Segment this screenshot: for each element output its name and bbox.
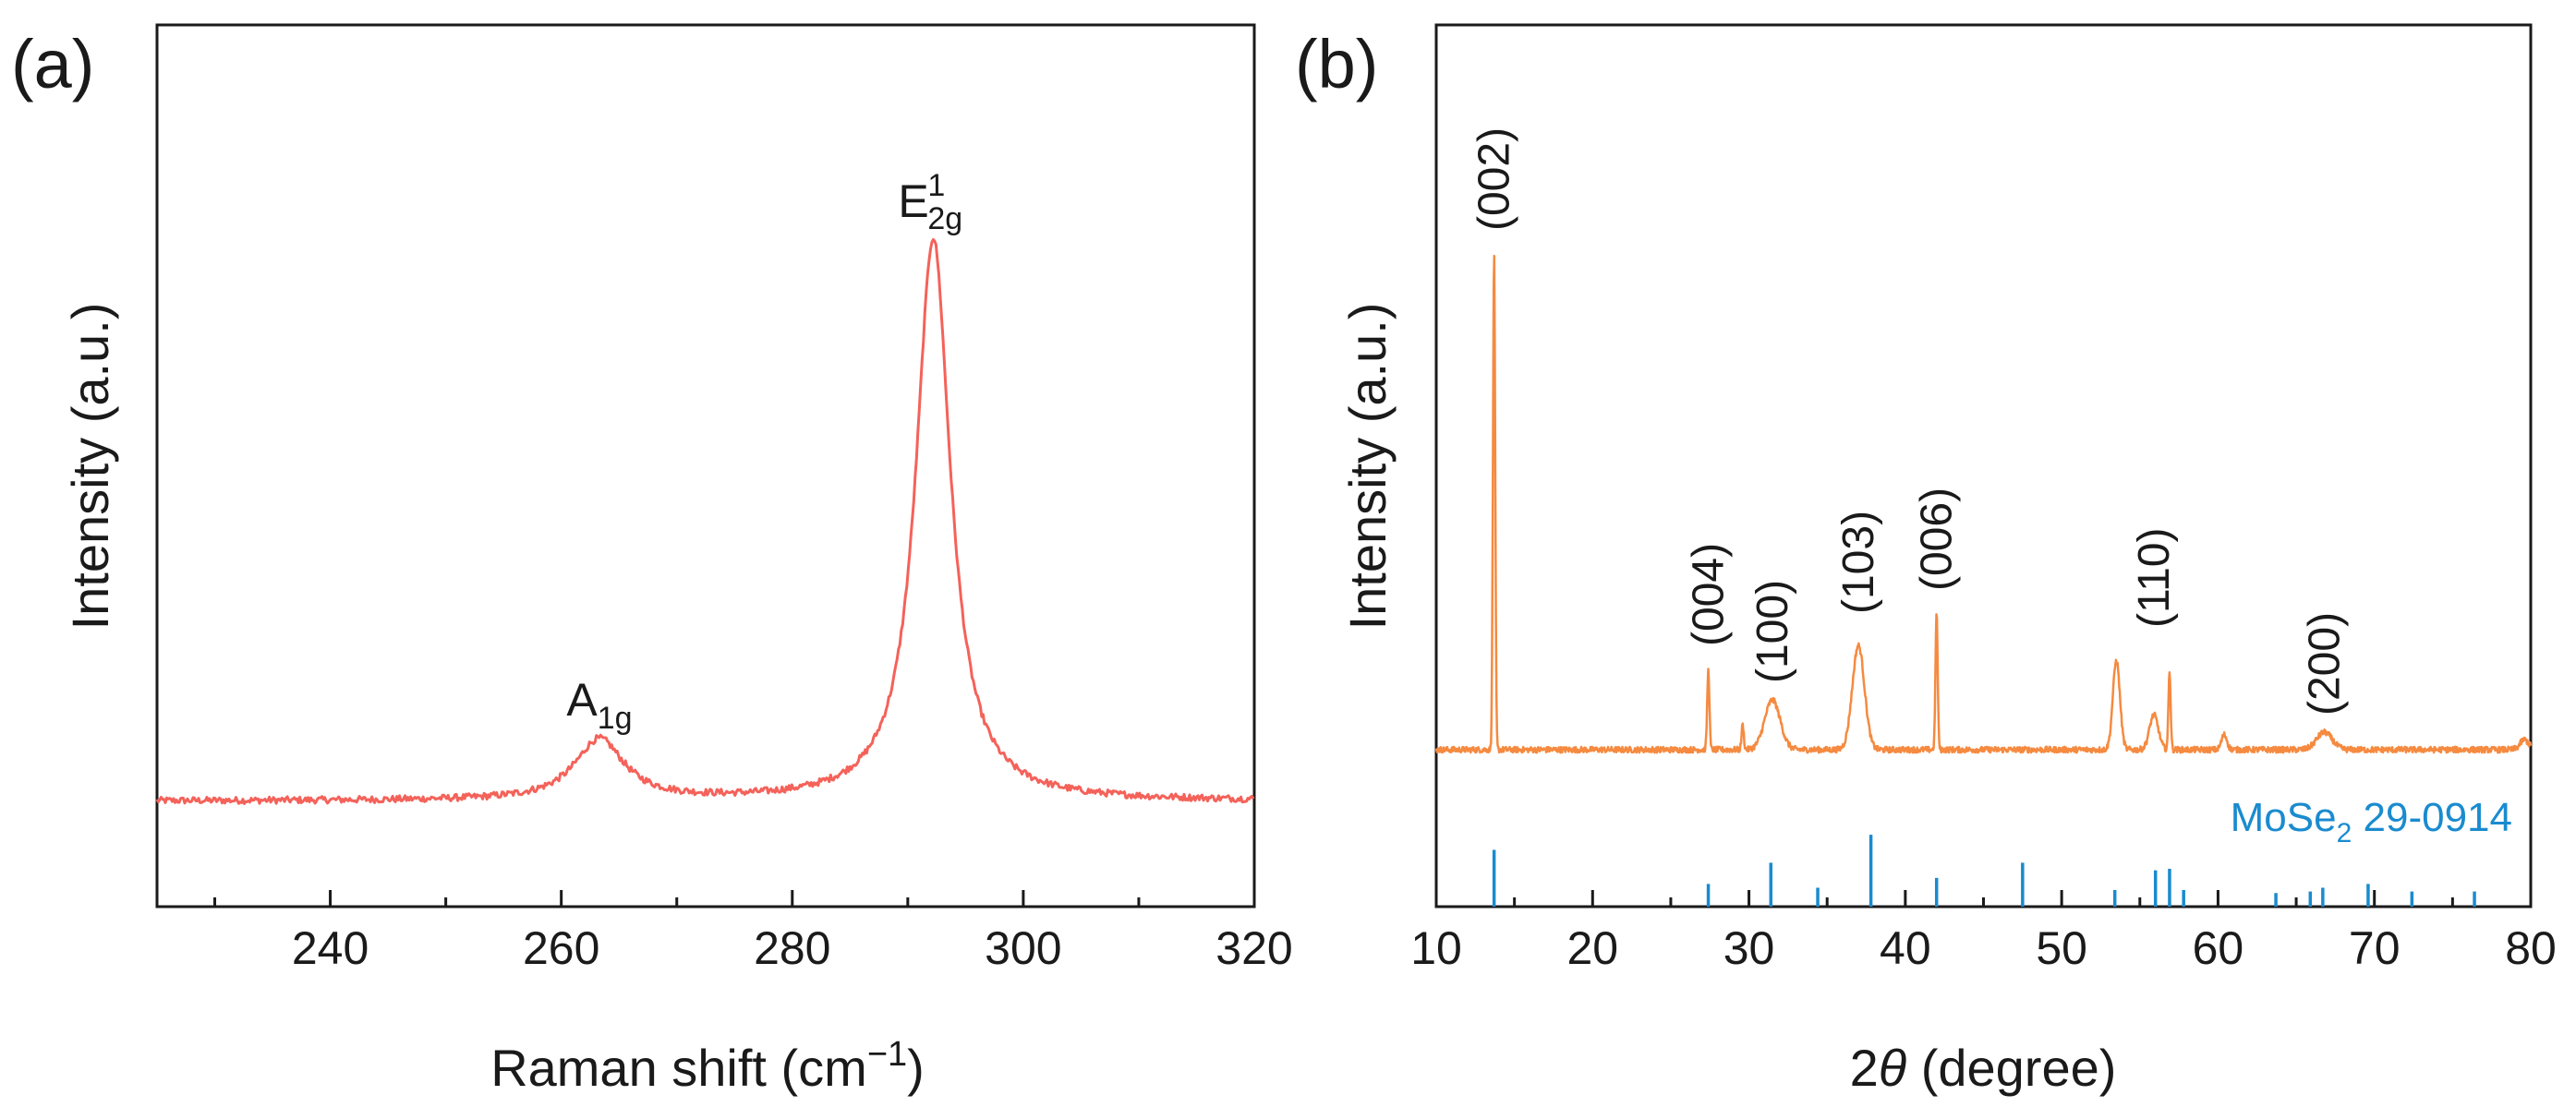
xrd-pattern-line: [1434, 254, 2533, 754]
annotation-e2g: E: [898, 175, 928, 227]
reference-pattern: [1492, 835, 2476, 907]
peak-label: (006): [1913, 487, 1962, 591]
panel-a-x-tick-label: 260: [523, 922, 599, 974]
reference-compound: MoSe: [2231, 795, 2337, 840]
panel-b-frame: [1434, 23, 2533, 908]
panel-b-xrd: (b) 10 20 30 40 50 60 70 80 (002) (004) (100) (103…: [1295, 23, 2557, 1097]
panel-a-x-tick-label: 300: [985, 922, 1061, 974]
panel-a-x-tick-label: 240: [292, 922, 369, 974]
annotation-a1g-sub: 1g: [598, 701, 633, 736]
panel-b-xlabel-prefix: 2: [1850, 1039, 1879, 1097]
panel-b-xlabel-suffix: (degree): [1906, 1039, 2116, 1097]
peak-label: (004): [1685, 543, 1734, 646]
panel-b-x-tick-label: 80: [2505, 922, 2557, 974]
panel-a-label: (a): [11, 26, 94, 102]
panel-a-y-axis-title: Intensity (a.u.): [61, 303, 119, 631]
reference-compound-sub: 2: [2337, 818, 2352, 848]
panel-b-y-axis-title: Intensity (a.u.): [1338, 303, 1397, 631]
peak-label: (103): [1834, 511, 1883, 614]
panel-a-frame: [155, 23, 1256, 908]
panel-b-x-ticks: 10 20 30 40 50 60 70 80: [1410, 890, 2557, 974]
peak-label: (002): [1470, 127, 1519, 231]
panel-b-peak-labels: (002) (004) (100) (103) (006) (110) (200): [1470, 127, 2350, 716]
peak-label: (100): [1748, 580, 1797, 683]
panel-b-x-axis-title: 2θ (degree): [1850, 1039, 2117, 1097]
panel-a-x-tick-label: 280: [754, 922, 830, 974]
annotation-a1g: A1g: [566, 674, 632, 736]
panel-b-x-tick-label: 30: [1723, 922, 1775, 974]
peak-label: (200): [2301, 612, 2350, 716]
panel-a-xlabel-main: Raman shift (cm: [490, 1039, 867, 1097]
panel-b-x-tick-label: 40: [1880, 922, 1931, 974]
panel-b-xlabel-theta: θ: [1879, 1039, 1906, 1097]
annotation-a1g-base: A: [566, 674, 598, 726]
panel-b-label: (b): [1295, 26, 1378, 102]
panel-b-x-tick-label: 10: [1410, 922, 1462, 974]
annotation-e2g-base: E: [898, 175, 928, 227]
reference-card-number: 29-0914: [2352, 795, 2512, 840]
reference-card-label: MoSe2 29-0914: [2231, 795, 2512, 848]
peak-label: (110): [2130, 528, 2179, 629]
raman-spectrum-line: [155, 238, 1255, 805]
panel-b-x-tick-label: 20: [1566, 922, 1618, 974]
panel-b-x-tick-label: 50: [2036, 922, 2087, 974]
panel-b-x-tick-label: 60: [2193, 922, 2244, 974]
panel-b-x-tick-label: 70: [2349, 922, 2401, 974]
annotation-e2g-sup: 1: [927, 168, 945, 203]
panel-a-peak-annotations: A1g E 1 2g: [566, 168, 962, 736]
panel-a-x-ticks: 240 260 280 300 320: [213, 890, 1293, 974]
panel-a-raman: (a) 240 260 280 300 320 A1g E 1 2g Raman shi…: [11, 23, 1293, 1097]
panel-a-x-tick-label: 320: [1215, 922, 1292, 974]
panel-a-xlabel-sup: −1: [867, 1035, 907, 1074]
panel-a-x-axis-title: Raman shift (cm−1): [490, 1035, 925, 1097]
panel-a-xlabel-end: ): [907, 1039, 925, 1097]
annotation-e2g-sub: 2g: [927, 201, 962, 236]
